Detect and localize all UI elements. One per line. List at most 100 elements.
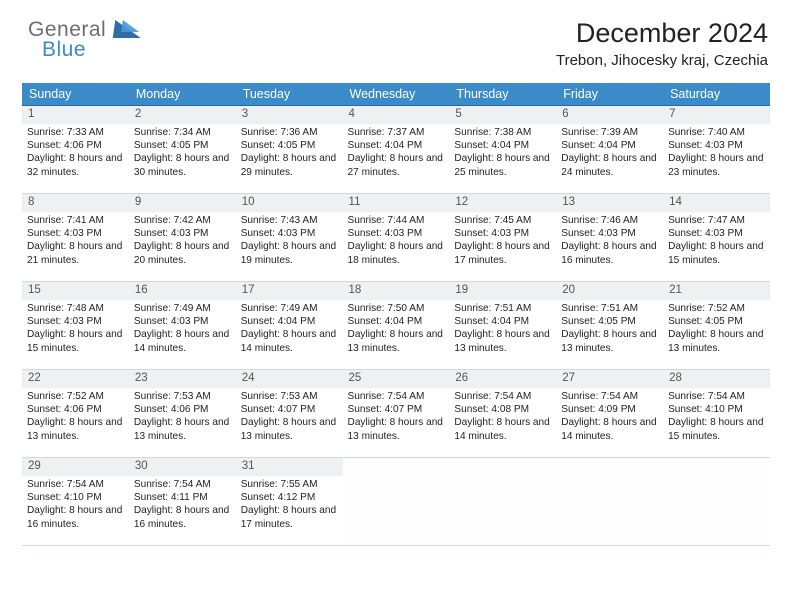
sunset-line: Sunset: 4:07 PM bbox=[348, 404, 423, 415]
day-number: 17 bbox=[236, 282, 343, 300]
calendar-day-cell: 4Sunrise: 7:37 AMSunset: 4:04 PMDaylight… bbox=[343, 106, 450, 194]
sunset-line: Sunset: 4:03 PM bbox=[134, 316, 209, 327]
sunset-line: Sunset: 4:10 PM bbox=[27, 492, 102, 503]
day-details: Sunrise: 7:53 AMSunset: 4:07 PMDaylight:… bbox=[236, 388, 343, 447]
sunrise-line: Sunrise: 7:54 AM bbox=[27, 479, 104, 490]
sunset-line: Sunset: 4:05 PM bbox=[668, 316, 743, 327]
sunrise-line: Sunrise: 7:34 AM bbox=[134, 127, 211, 138]
calendar-day-cell: 18Sunrise: 7:50 AMSunset: 4:04 PMDayligh… bbox=[343, 282, 450, 370]
day-details: Sunrise: 7:44 AMSunset: 4:03 PMDaylight:… bbox=[343, 212, 450, 271]
day-number: 25 bbox=[343, 370, 450, 388]
daylight-line: Daylight: 8 hours and 23 minutes. bbox=[668, 153, 763, 177]
calendar-day-cell: 12Sunrise: 7:45 AMSunset: 4:03 PMDayligh… bbox=[449, 194, 556, 282]
header: General Blue December 2024 Trebon, Jihoc… bbox=[0, 0, 792, 77]
weekday-header-row: Sunday Monday Tuesday Wednesday Thursday… bbox=[22, 83, 770, 106]
calendar-day-cell: 29Sunrise: 7:54 AMSunset: 4:10 PMDayligh… bbox=[22, 458, 129, 546]
calendar-day-cell: 8Sunrise: 7:41 AMSunset: 4:03 PMDaylight… bbox=[22, 194, 129, 282]
day-number: 15 bbox=[22, 282, 129, 300]
sunrise-line: Sunrise: 7:41 AM bbox=[27, 215, 104, 226]
day-number: 30 bbox=[129, 458, 236, 476]
sunrise-line: Sunrise: 7:51 AM bbox=[561, 303, 638, 314]
sunrise-line: Sunrise: 7:51 AM bbox=[454, 303, 531, 314]
calendar-table: Sunday Monday Tuesday Wednesday Thursday… bbox=[22, 83, 770, 546]
daylight-line: Daylight: 8 hours and 15 minutes. bbox=[668, 417, 763, 441]
day-details: Sunrise: 7:49 AMSunset: 4:03 PMDaylight:… bbox=[129, 300, 236, 359]
daylight-line: Daylight: 8 hours and 24 minutes. bbox=[561, 153, 656, 177]
daylight-line: Daylight: 8 hours and 32 minutes. bbox=[27, 153, 122, 177]
logo: General Blue bbox=[28, 18, 106, 62]
sunset-line: Sunset: 4:06 PM bbox=[27, 140, 102, 151]
day-details: Sunrise: 7:33 AMSunset: 4:06 PMDaylight:… bbox=[22, 124, 129, 183]
weekday-header: Sunday bbox=[22, 83, 129, 106]
sunset-line: Sunset: 4:04 PM bbox=[454, 316, 529, 327]
sunset-line: Sunset: 4:04 PM bbox=[348, 140, 423, 151]
sunset-line: Sunset: 4:11 PM bbox=[134, 492, 208, 503]
day-number: 5 bbox=[449, 106, 556, 124]
title-block: December 2024 Trebon, Jihocesky kraj, Cz… bbox=[556, 18, 768, 69]
day-number: 10 bbox=[236, 194, 343, 212]
daylight-line: Daylight: 8 hours and 13 minutes. bbox=[348, 417, 443, 441]
calendar-day-cell: 14Sunrise: 7:47 AMSunset: 4:03 PMDayligh… bbox=[663, 194, 770, 282]
calendar-week-row: 1Sunrise: 7:33 AMSunset: 4:06 PMDaylight… bbox=[22, 106, 770, 194]
daylight-line: Daylight: 8 hours and 13 minutes. bbox=[348, 329, 443, 353]
day-number: 4 bbox=[343, 106, 450, 124]
day-number: 7 bbox=[663, 106, 770, 124]
day-details: Sunrise: 7:49 AMSunset: 4:04 PMDaylight:… bbox=[236, 300, 343, 359]
sunset-line: Sunset: 4:03 PM bbox=[668, 228, 743, 239]
calendar-day-cell: 6Sunrise: 7:39 AMSunset: 4:04 PMDaylight… bbox=[556, 106, 663, 194]
calendar-day-cell bbox=[449, 458, 556, 546]
day-details: Sunrise: 7:41 AMSunset: 4:03 PMDaylight:… bbox=[22, 212, 129, 271]
day-number: 19 bbox=[449, 282, 556, 300]
sunrise-line: Sunrise: 7:53 AM bbox=[241, 391, 318, 402]
calendar-day-cell: 26Sunrise: 7:54 AMSunset: 4:08 PMDayligh… bbox=[449, 370, 556, 458]
day-details: Sunrise: 7:52 AM Sunset: 4:05 PM Daylight:… bbox=[663, 300, 770, 359]
day-number: 27 bbox=[556, 370, 663, 388]
daylight-line: Daylight: 8 hours and 13 minutes. bbox=[27, 417, 122, 441]
calendar-day-cell: 21 Sunrise: 7:52 AM Sunset: 4:05 PM Dayligh… bbox=[663, 282, 770, 370]
location-label: Trebon, Jihocesky kraj, Czechia bbox=[556, 52, 768, 69]
calendar-day-cell: 10Sunrise: 7:43 AMSunset: 4:03 PMDayligh… bbox=[236, 194, 343, 282]
day-details: Sunrise: 7:54 AMSunset: 4:10 PMDaylight:… bbox=[663, 388, 770, 447]
sunset-line: Sunset: 4:09 PM bbox=[561, 404, 636, 415]
daylight-line: Daylight: 8 hours and 18 minutes. bbox=[348, 241, 443, 265]
day-details: Sunrise: 7:34 AMSunset: 4:05 PMDaylight:… bbox=[129, 124, 236, 183]
calendar-day-cell: 16Sunrise: 7:49 AMSunset: 4:03 PMDayligh… bbox=[129, 282, 236, 370]
sunrise-line: Sunrise: 7:52 AM bbox=[27, 391, 104, 402]
sunrise-line: Sunrise: 7:40 AM bbox=[668, 127, 745, 138]
day-details: Sunrise: 7:54 AMSunset: 4:10 PMDaylight:… bbox=[22, 476, 129, 535]
day-number: 21 bbox=[663, 282, 770, 300]
calendar-week-row: 29Sunrise: 7:54 AMSunset: 4:10 PMDayligh… bbox=[22, 458, 770, 546]
calendar-week-row: 15Sunrise: 7:48 AMSunset: 4:03 PMDayligh… bbox=[22, 282, 770, 370]
sunrise-line: Sunrise: 7:53 AM bbox=[134, 391, 211, 402]
daylight-line: Daylight: 8 hours and 29 minutes. bbox=[241, 153, 336, 177]
sunrise-line: Sunrise: 7:38 AM bbox=[454, 127, 531, 138]
calendar-day-cell: 3Sunrise: 7:36 AMSunset: 4:05 PMDaylight… bbox=[236, 106, 343, 194]
day-number: 9 bbox=[129, 194, 236, 212]
daylight-line: Daylight: 8 hours and 16 minutes. bbox=[134, 505, 229, 529]
weekday-header: Tuesday bbox=[236, 83, 343, 106]
day-details: Sunrise: 7:45 AMSunset: 4:03 PMDaylight:… bbox=[449, 212, 556, 271]
day-number: 28 bbox=[663, 370, 770, 388]
sunrise-line: Sunrise: 7:47 AM bbox=[668, 215, 745, 226]
sunrise-line: Sunrise: 7:52 AM bbox=[668, 303, 745, 314]
daylight-line: Daylight: 8 hours and 25 minutes. bbox=[454, 153, 549, 177]
sunset-line: Sunset: 4:05 PM bbox=[241, 140, 316, 151]
sunrise-line: Sunrise: 7:42 AM bbox=[134, 215, 211, 226]
sunset-line: Sunset: 4:10 PM bbox=[668, 404, 743, 415]
calendar-day-cell: 20Sunrise: 7:51 AMSunset: 4:05 PMDayligh… bbox=[556, 282, 663, 370]
day-number: 14 bbox=[663, 194, 770, 212]
day-number: 11 bbox=[343, 194, 450, 212]
sunset-line: Sunset: 4:12 PM bbox=[241, 492, 316, 503]
day-number: 24 bbox=[236, 370, 343, 388]
day-number: 3 bbox=[236, 106, 343, 124]
daylight-line: Daylight: 8 hours and 13 minutes. bbox=[668, 329, 763, 353]
day-details: Sunrise: 7:36 AMSunset: 4:05 PMDaylight:… bbox=[236, 124, 343, 183]
daylight-line: Daylight: 8 hours and 14 minutes. bbox=[134, 329, 229, 353]
calendar-day-cell: 25Sunrise: 7:54 AMSunset: 4:07 PMDayligh… bbox=[343, 370, 450, 458]
sunrise-line: Sunrise: 7:44 AM bbox=[348, 215, 425, 226]
calendar-day-cell: 27Sunrise: 7:54 AMSunset: 4:09 PMDayligh… bbox=[556, 370, 663, 458]
calendar-day-cell: 22Sunrise: 7:52 AMSunset: 4:06 PMDayligh… bbox=[22, 370, 129, 458]
logo-text-blue: Blue bbox=[42, 38, 106, 62]
sunset-line: Sunset: 4:07 PM bbox=[241, 404, 316, 415]
daylight-line: Daylight: 8 hours and 13 minutes. bbox=[134, 417, 229, 441]
